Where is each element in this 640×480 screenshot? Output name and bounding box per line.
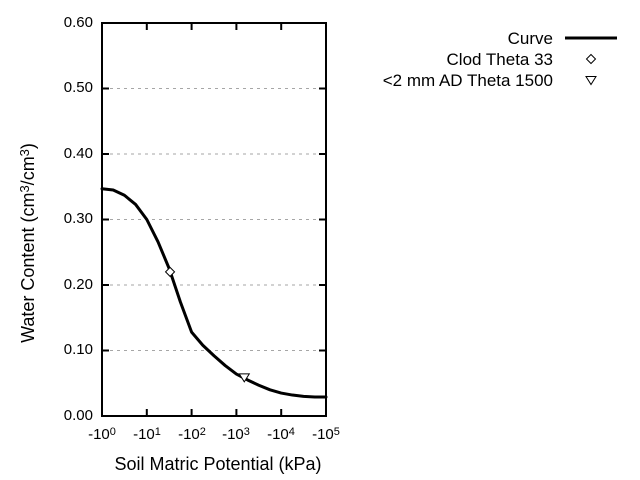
y-tick-label: 0.50 bbox=[63, 79, 93, 96]
y-tick-label: 0.10 bbox=[63, 341, 93, 358]
x-tick-label: -102 bbox=[178, 426, 206, 443]
y-tick-label: 0.30 bbox=[63, 210, 93, 227]
clod-theta33-marker bbox=[164, 266, 176, 278]
y-tick-label: 0.40 bbox=[63, 145, 93, 162]
ad-theta1500-marker bbox=[238, 373, 251, 383]
legend-diamond-icon bbox=[585, 53, 597, 65]
x-tick-label: -101 bbox=[133, 426, 161, 443]
legend-triangle-down-icon bbox=[585, 76, 597, 86]
x-tick-label: -105 bbox=[312, 426, 340, 443]
legend-entry-ad-theta1500: <2 mm AD Theta 1500 bbox=[382, 71, 553, 90]
y-axis-title: Water Content (cm3/cm3) bbox=[17, 143, 38, 343]
y-tick-label: 0.20 bbox=[63, 276, 93, 293]
legend-entry-clod-theta33: Clod Theta 33 bbox=[446, 50, 553, 69]
legend: Curve Clod Theta 33 <2 mm AD Theta 1500 bbox=[383, 28, 553, 91]
legend-entry-curve: Curve bbox=[507, 29, 553, 48]
y-tick-label: 0.00 bbox=[63, 407, 93, 424]
x-tick-label: -100 bbox=[88, 426, 116, 443]
retention-curve bbox=[100, 187, 328, 399]
y-tick-label: 0.60 bbox=[63, 14, 93, 31]
x-tick-label: -103 bbox=[222, 426, 250, 443]
x-axis-title: Soil Matric Potential (kPa) bbox=[114, 454, 322, 474]
x-tick-label: -104 bbox=[267, 426, 295, 443]
